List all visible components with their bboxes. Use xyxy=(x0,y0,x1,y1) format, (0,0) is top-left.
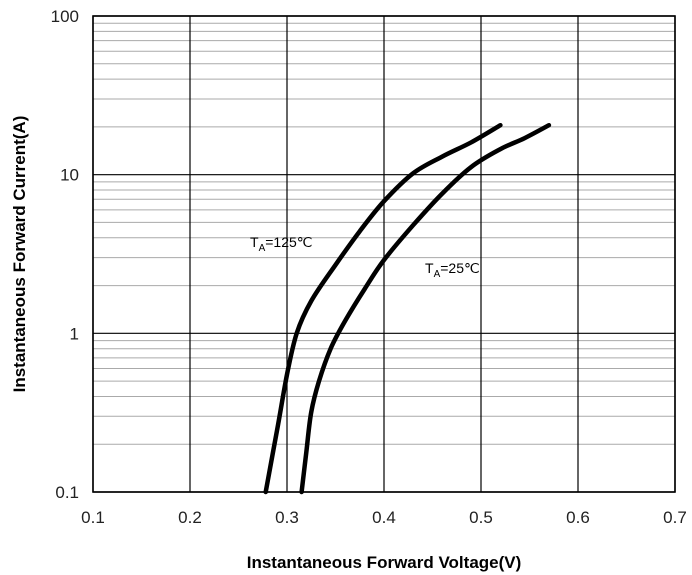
y-tick-label: 10 xyxy=(60,166,79,185)
x-tick-label: 0.2 xyxy=(178,508,202,527)
x-tick-label: 0.1 xyxy=(81,508,105,527)
y-tick-labels: 0.1 1 10 100 xyxy=(51,7,79,502)
series-line-1 xyxy=(299,122,552,495)
x-tick-labels: 0.1 0.2 0.3 0.4 0.5 0.6 0.7 xyxy=(81,508,687,527)
series-line-0 xyxy=(263,122,503,495)
y-tick-label: 1 xyxy=(70,324,79,343)
major-gridlines xyxy=(92,15,676,493)
series-layer xyxy=(263,122,552,495)
x-tick-label: 0.6 xyxy=(566,508,590,527)
plot-frame xyxy=(92,15,676,493)
x-axis-title: Instantaneous Forward Voltage(V) xyxy=(247,553,522,572)
x-tick-label: 0.4 xyxy=(372,508,396,527)
series-label-125c: TA=125℃ xyxy=(250,234,313,254)
y-tick-label: 0.1 xyxy=(55,483,79,502)
x-tick-label: 0.5 xyxy=(469,508,493,527)
y-tick-label: 100 xyxy=(51,7,79,26)
x-tick-label: 0.7 xyxy=(663,508,687,527)
x-tick-label: 0.3 xyxy=(275,508,299,527)
series-label-25c: TA=25℃ xyxy=(425,260,480,280)
y-axis-title: Instantaneous Forward Current(A) xyxy=(10,116,29,393)
